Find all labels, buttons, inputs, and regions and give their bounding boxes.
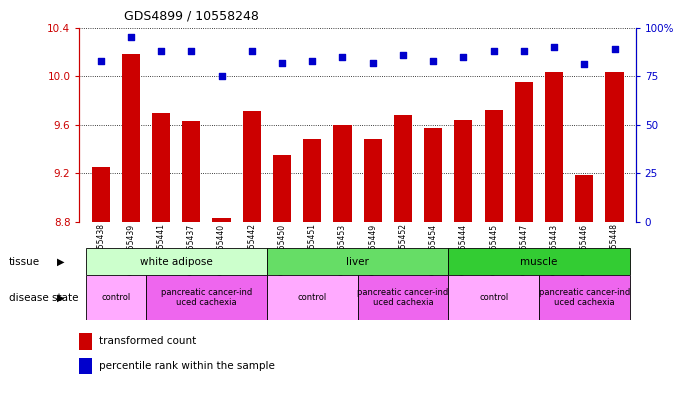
Point: [397, 51, 408, 58]
Point: [246, 48, 257, 54]
Point: [458, 53, 469, 60]
Bar: [91, 167, 110, 222]
Bar: [448, 275, 539, 320]
Point: [549, 44, 560, 50]
Bar: [212, 219, 231, 222]
Text: percentile rank within the sample: percentile rank within the sample: [99, 361, 275, 371]
Point: [186, 48, 197, 54]
Bar: [424, 129, 442, 222]
Bar: [79, 358, 92, 374]
Text: ▶: ▶: [57, 257, 64, 267]
Point: [488, 48, 499, 54]
Text: ▶: ▶: [57, 293, 64, 303]
Text: tissue: tissue: [9, 257, 40, 267]
Bar: [454, 120, 473, 222]
Bar: [243, 111, 261, 222]
Bar: [86, 275, 146, 320]
Bar: [267, 248, 448, 275]
Point: [125, 34, 136, 40]
Bar: [545, 72, 563, 222]
Text: disease state: disease state: [9, 293, 79, 303]
Bar: [122, 54, 140, 222]
Bar: [273, 155, 291, 222]
Text: transformed count: transformed count: [99, 336, 196, 347]
Bar: [358, 275, 448, 320]
Text: control: control: [101, 293, 131, 302]
Bar: [363, 140, 381, 222]
Text: control: control: [479, 293, 509, 302]
Bar: [303, 140, 321, 222]
Point: [518, 48, 529, 54]
Point: [95, 57, 106, 64]
Text: pancreatic cancer-ind
uced cachexia: pancreatic cancer-ind uced cachexia: [161, 288, 252, 307]
Text: pancreatic cancer-ind
uced cachexia: pancreatic cancer-ind uced cachexia: [539, 288, 630, 307]
Point: [337, 53, 348, 60]
Bar: [515, 82, 533, 222]
Point: [216, 73, 227, 79]
Bar: [484, 110, 502, 222]
Bar: [182, 121, 200, 222]
Text: white adipose: white adipose: [140, 257, 213, 267]
Text: liver: liver: [346, 257, 369, 267]
Point: [307, 57, 318, 64]
Bar: [86, 248, 267, 275]
Point: [579, 61, 590, 68]
Bar: [448, 248, 630, 275]
Bar: [152, 113, 170, 222]
Bar: [146, 275, 267, 320]
Text: muscle: muscle: [520, 257, 558, 267]
Bar: [267, 275, 358, 320]
Text: control: control: [298, 293, 327, 302]
Bar: [79, 333, 92, 350]
Point: [155, 48, 167, 54]
Bar: [575, 174, 594, 222]
Point: [609, 46, 620, 52]
Text: GDS4899 / 10558248: GDS4899 / 10558248: [124, 10, 259, 23]
Point: [428, 57, 439, 64]
Point: [276, 59, 287, 66]
Bar: [539, 275, 630, 320]
Point: [367, 59, 378, 66]
Bar: [394, 115, 412, 222]
Bar: [605, 72, 623, 222]
Text: pancreatic cancer-ind
uced cachexia: pancreatic cancer-ind uced cachexia: [357, 288, 448, 307]
Bar: [333, 125, 352, 222]
